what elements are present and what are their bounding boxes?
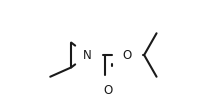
- Text: N: N: [83, 49, 92, 61]
- Text: O: O: [123, 49, 132, 61]
- Text: O: O: [104, 84, 113, 97]
